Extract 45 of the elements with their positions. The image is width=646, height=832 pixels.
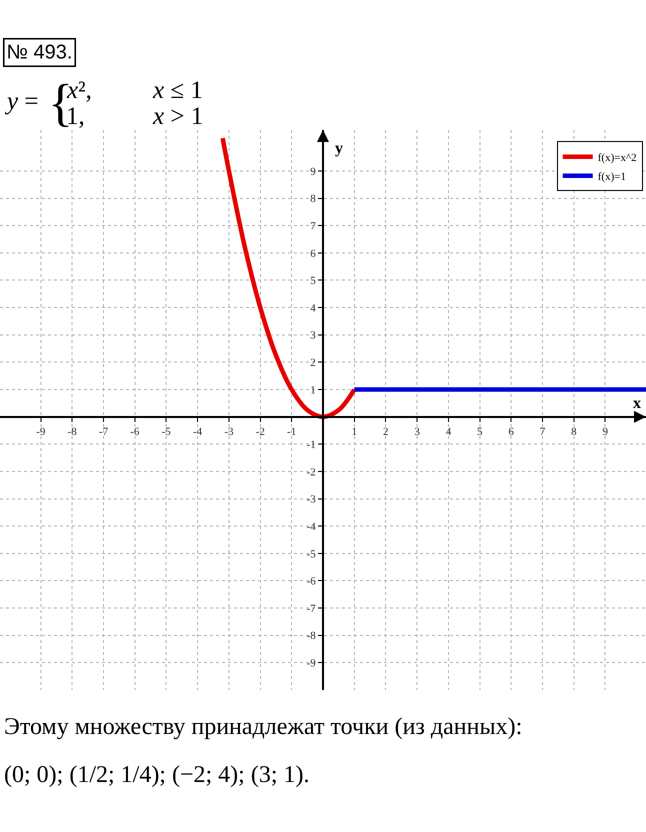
x-tick-label: 6: [508, 426, 514, 438]
y-tick-label: -5: [306, 548, 316, 560]
x-tick-label: -1: [287, 426, 296, 438]
x-tick-label: -6: [130, 426, 140, 438]
x-tick-label: 1: [352, 426, 358, 438]
x-tick-label: 2: [382, 426, 388, 438]
x-tick-label: -3: [224, 426, 234, 438]
x-tick-label: 4: [446, 426, 452, 438]
y-tick-label: 7: [310, 220, 316, 232]
x-tick-label: -8: [68, 426, 78, 438]
y-tick-label: -1: [306, 439, 316, 451]
y-tick-label: 8: [310, 193, 316, 206]
text: (0; 0); (1/2; 1/4); (−2; 4); (3; 1).: [4, 762, 310, 788]
y-tick-label: 3: [310, 330, 316, 342]
line-series: [220, 136, 357, 420]
x-tick-label: -7: [98, 426, 109, 438]
x-axis-title: x: [633, 395, 641, 412]
y-tick-label: 5: [310, 275, 316, 288]
text: y = {x², x ≤ 1 1, x > 1: [7, 75, 204, 132]
y-tick-label: 6: [310, 248, 316, 260]
x-tick-label: -4: [192, 426, 203, 438]
legend-label: f(x)=1: [598, 170, 626, 183]
text: Этому множеству принадлежат точки (из данных):: [4, 714, 522, 740]
y-tick-label: -2: [306, 466, 316, 478]
x-tick-label: -9: [36, 426, 46, 438]
y-tick-label: 1: [310, 384, 316, 396]
x-tick-label: 7: [540, 426, 546, 438]
y-tick-label: -4: [306, 520, 316, 533]
y-tick-label: 4: [310, 302, 316, 314]
y-tick-label: 9: [310, 166, 316, 178]
legend-label: f(x)=x^2: [598, 152, 637, 164]
y-tick-label: -7: [306, 602, 316, 615]
y-tick-label: -9: [306, 658, 316, 670]
x-tick-label: 5: [477, 426, 484, 438]
y-tick-label: 2: [310, 357, 316, 370]
y-tick-label: -6: [306, 576, 316, 588]
y-axis-title: y: [335, 140, 343, 157]
x-tick-label: 3: [414, 426, 420, 438]
x-tick-label: -5: [162, 426, 172, 438]
chart-title: № 493.: [6, 42, 72, 64]
x-tick-label: -2: [256, 426, 265, 438]
x-tick-label: 8: [571, 426, 578, 438]
y-tick-label: -3: [306, 494, 316, 506]
x-tick-label: 9: [602, 426, 608, 438]
y-tick-label: -8: [306, 630, 316, 642]
